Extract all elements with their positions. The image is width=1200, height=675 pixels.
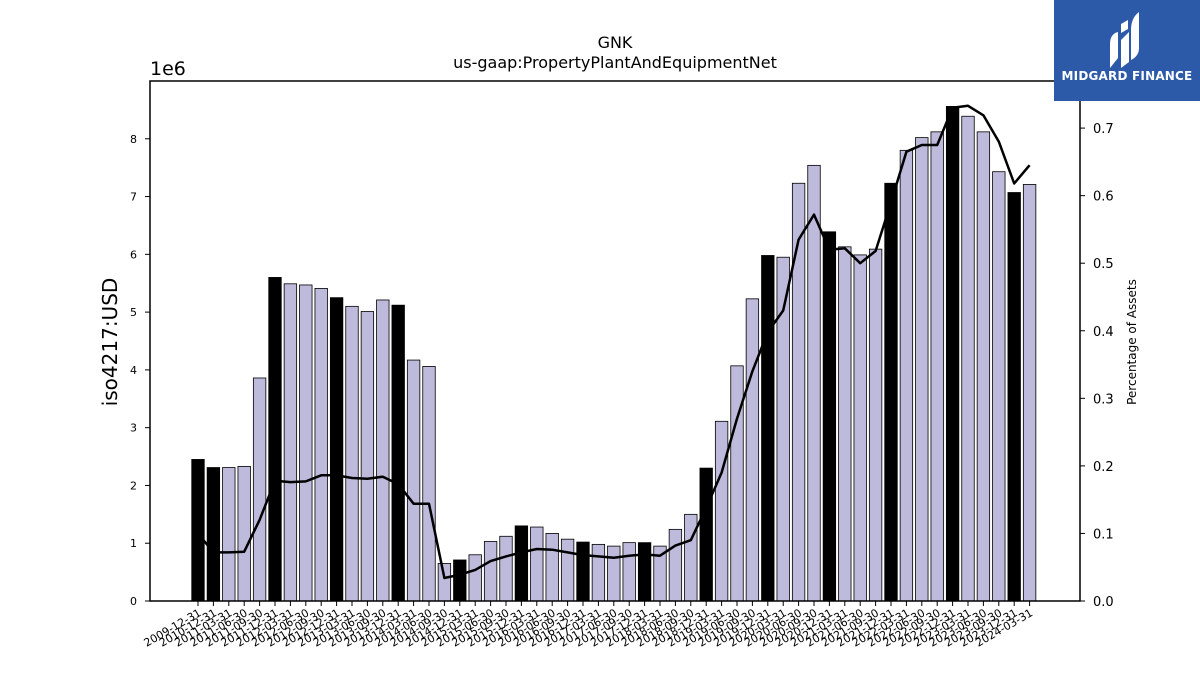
bar-20 bbox=[483, 541, 498, 602]
bar-47 bbox=[899, 149, 914, 602]
y2-axis-label: Percentage of Assets bbox=[1125, 279, 1139, 405]
brand-logo: MIDGARD FINANCE bbox=[1054, 0, 1200, 101]
bar-36 bbox=[730, 365, 744, 602]
y2-tick-label: 0.7 bbox=[1093, 122, 1114, 137]
y-tick-label: 4 bbox=[130, 364, 137, 377]
y-tick-label: 1 bbox=[130, 537, 137, 550]
bar-42 bbox=[822, 231, 837, 602]
bar-44 bbox=[853, 254, 867, 602]
plot-frame bbox=[149, 80, 1081, 602]
bar-37 bbox=[745, 298, 760, 602]
bar-38 bbox=[761, 255, 775, 602]
bar-8 bbox=[299, 284, 313, 602]
y-axis-label: iso4217:USD bbox=[98, 278, 122, 407]
bar-52 bbox=[976, 131, 991, 602]
bar-35 bbox=[714, 420, 729, 602]
y-tick-label: 6 bbox=[130, 248, 137, 261]
bar-25 bbox=[560, 538, 575, 602]
bar-24 bbox=[545, 533, 559, 602]
y-tick-label: 5 bbox=[130, 306, 137, 319]
y2-tick-label: 0.4 bbox=[1093, 325, 1114, 340]
bar-45 bbox=[868, 248, 883, 602]
logo-mark-icon bbox=[1110, 12, 1139, 68]
bar-33 bbox=[684, 513, 698, 602]
bar-53 bbox=[992, 171, 1006, 602]
bar-17 bbox=[437, 563, 452, 602]
bar-29 bbox=[622, 542, 636, 602]
bar-18 bbox=[453, 559, 467, 602]
bar-40 bbox=[791, 182, 806, 602]
bar-27 bbox=[591, 543, 606, 602]
bar-10 bbox=[329, 297, 344, 602]
y2-tick-label: 0.6 bbox=[1093, 190, 1114, 205]
bar-49 bbox=[930, 131, 944, 602]
bar-23 bbox=[530, 526, 544, 602]
bar-12 bbox=[360, 311, 375, 602]
bar-13 bbox=[376, 299, 390, 602]
y2-tick-label: 0.3 bbox=[1093, 392, 1114, 407]
bar-15 bbox=[406, 359, 421, 602]
bar-50 bbox=[945, 106, 960, 602]
y-offset-label: 1e6 bbox=[150, 58, 186, 80]
bar-3 bbox=[222, 467, 236, 602]
bar-51 bbox=[961, 115, 975, 602]
bar-43 bbox=[838, 246, 852, 602]
bar-7 bbox=[283, 283, 298, 602]
y-tick-label: 2 bbox=[130, 479, 137, 492]
chart-title: GNK bbox=[598, 33, 633, 52]
bar-22 bbox=[514, 525, 529, 602]
chart-subtitle: us-gaap:PropertyPlantAndEquipmentNet bbox=[453, 53, 777, 72]
bar-46 bbox=[884, 182, 898, 602]
bar-34 bbox=[699, 467, 713, 602]
bar-2 bbox=[206, 467, 221, 602]
bar-41 bbox=[807, 164, 821, 602]
bar-48 bbox=[915, 137, 929, 602]
bar-32 bbox=[668, 528, 683, 602]
bar-26 bbox=[576, 541, 590, 602]
bar-16 bbox=[422, 366, 436, 602]
bar-54 bbox=[1007, 192, 1021, 602]
bar-28 bbox=[607, 545, 621, 602]
bar-4 bbox=[237, 465, 251, 602]
y2-tick-label: 0.5 bbox=[1093, 257, 1114, 272]
y2-tick-label: 0.2 bbox=[1093, 460, 1114, 475]
percentage-line bbox=[197, 104, 1031, 580]
bar-30 bbox=[637, 542, 652, 602]
y-tick-label: 7 bbox=[130, 191, 137, 204]
bar-55 bbox=[1022, 184, 1037, 602]
y-tick-label: 3 bbox=[130, 422, 137, 435]
bar-14 bbox=[391, 304, 405, 602]
y2-tick-label: 0.1 bbox=[1093, 527, 1114, 542]
y-tick-label: 0 bbox=[130, 595, 137, 608]
bar-9 bbox=[314, 288, 328, 602]
bar-6 bbox=[268, 277, 282, 602]
logo-text: MIDGARD FINANCE bbox=[1061, 69, 1193, 83]
bar-19 bbox=[468, 554, 482, 602]
bar-1 bbox=[191, 459, 205, 602]
bar-11 bbox=[345, 305, 359, 602]
y2-tick-label: 0.0 bbox=[1093, 595, 1114, 610]
bar-5 bbox=[252, 377, 267, 602]
y-tick-label: 8 bbox=[130, 133, 137, 146]
bar-21 bbox=[499, 535, 513, 602]
